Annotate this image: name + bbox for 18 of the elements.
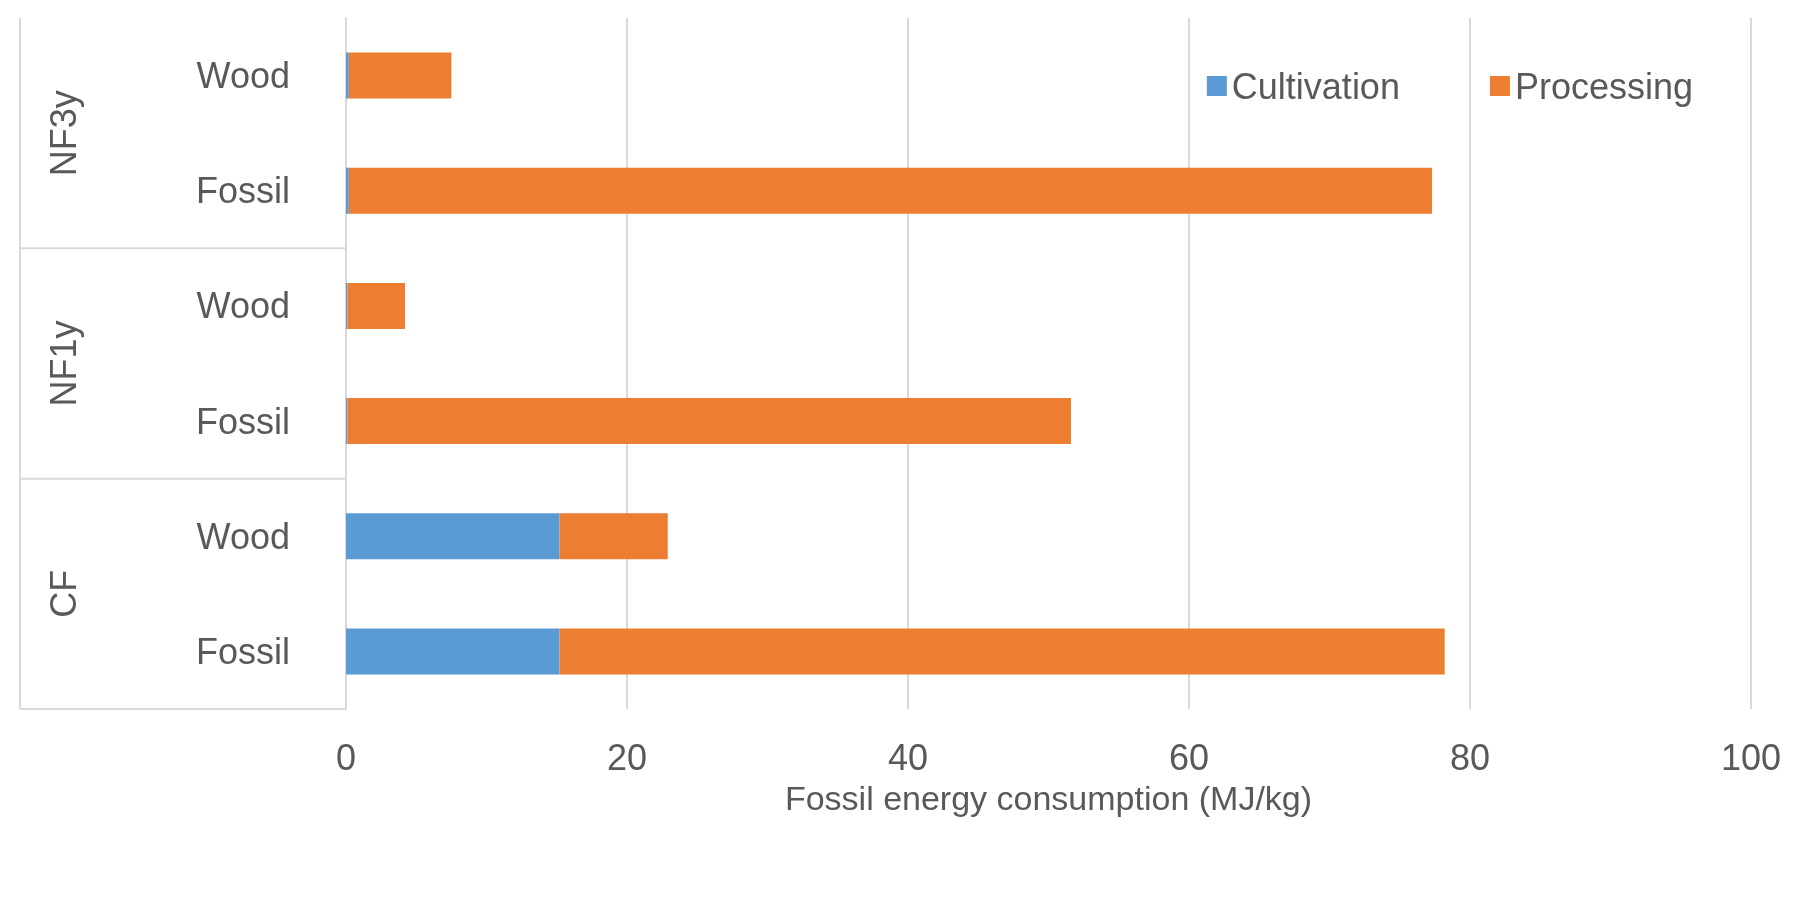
x-tick-label: 40 — [887, 736, 929, 778]
legend-label: Cultivation — [1231, 65, 1400, 107]
x-tick-label: 0 — [335, 736, 357, 778]
legend-label: Processing — [1514, 65, 1694, 107]
y-tick-label: Fossil — [195, 400, 290, 442]
y-tick-label: Wood — [196, 285, 290, 327]
x-tick-label: 60 — [1168, 736, 1210, 778]
text: CF — [42, 569, 84, 618]
y-tick-label: Wood — [196, 515, 290, 557]
text: NF1y — [42, 320, 84, 407]
x-tick-label: 20 — [606, 736, 648, 778]
x-axis-title: Fossil energy consumption (MJ/kg) — [784, 779, 1313, 817]
y-tick-label: Wood — [196, 55, 290, 97]
text: NF3y — [42, 90, 84, 177]
y-tick-label: Fossil — [195, 170, 290, 212]
x-tick-label: 100 — [1720, 736, 1782, 778]
y-tick-label: Fossil — [195, 630, 290, 672]
x-tick-label: 80 — [1449, 736, 1491, 778]
